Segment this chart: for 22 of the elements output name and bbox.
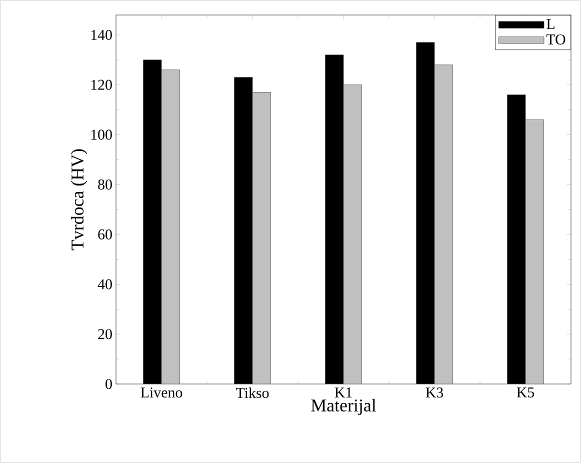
legend-label: TO — [546, 34, 566, 44]
bar — [161, 70, 180, 384]
y-tick-label: 140 — [91, 30, 112, 40]
legend-label: L — [546, 19, 554, 29]
y-tick-label: 20 — [98, 329, 112, 340]
bar — [252, 92, 271, 384]
x-tick-label: K1 — [334, 388, 352, 398]
x-tick-label: K5 — [516, 388, 534, 398]
bar — [525, 120, 544, 384]
x-tick-label: Liveno — [140, 388, 182, 398]
y-axis-title: Tvrdoca (HV) — [70, 149, 88, 250]
y-tick-label: 100 — [91, 130, 112, 140]
y-tick-label: 60 — [98, 229, 112, 240]
x-tick-label: K3 — [426, 388, 444, 398]
y-tick-label: 120 — [91, 80, 112, 90]
x-axis-title: Materijal — [311, 398, 376, 416]
y-tick-label: 0 — [106, 378, 112, 390]
y-tick-label: 80 — [98, 179, 112, 190]
bar — [343, 84, 362, 384]
x-tick-label: Tikso — [236, 388, 269, 398]
bar — [434, 64, 453, 384]
y-tick-label: 40 — [98, 279, 112, 290]
